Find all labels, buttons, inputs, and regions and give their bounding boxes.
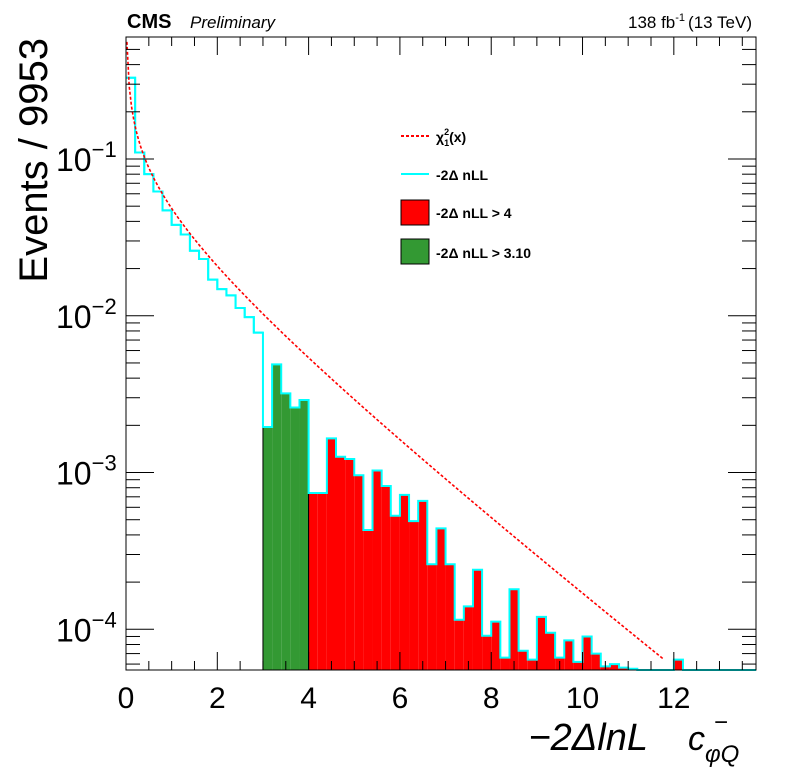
legend-label-nll: -2Δ nLL [436, 167, 489, 183]
legend-label-nll-gt-310: -2Δ nLL > 3.10 [436, 245, 531, 261]
lumi-exponent: -1 [675, 12, 685, 24]
hist-bin-red-8 [381, 486, 391, 670]
x-tick-label: 12 [657, 682, 690, 715]
x-tick-label: 10 [566, 682, 599, 715]
y-axis-label: Events / 9953 [12, 38, 56, 283]
y-tick-base: 10 [56, 456, 92, 492]
hist-bin-red-28 [564, 640, 574, 670]
hist-bin-red-7 [372, 470, 382, 670]
y-tick-exponent: −4 [92, 607, 117, 632]
hist-bin-red-40 [673, 659, 683, 670]
hist-bin-red-9 [390, 515, 400, 670]
hist-bin-red-18 [472, 569, 483, 670]
hist-bin-green-0 [262, 427, 273, 670]
legend-label-nll-gt-4: -2Δ nLL > 4 [436, 205, 512, 221]
hist-bin-red-24 [527, 659, 537, 670]
hist-bin-red-29 [573, 661, 583, 670]
hist-bin-green-2 [281, 393, 291, 670]
hist-bin-red-30 [582, 636, 592, 670]
hist-bin-red-10 [399, 494, 410, 670]
legend-label-chi2: χ12(x) [436, 127, 466, 148]
hist-bin-red-34 [619, 667, 629, 670]
chi2-curve [126, 41, 664, 660]
parameter-superscript: − [714, 709, 728, 736]
hist-bin-red-25 [536, 616, 546, 670]
x-tick-label: 2 [209, 682, 226, 715]
hist-bin-red-6 [363, 529, 373, 670]
hist-bin-red-11 [409, 521, 419, 670]
cms-label: CMS [127, 11, 171, 33]
legend-swatch-nll-gt-310 [400, 238, 430, 265]
y-tick-base: 10 [56, 299, 92, 335]
y-tick-label: 10−2 [56, 294, 117, 335]
y-tick-base: 10 [56, 142, 92, 178]
legend-chi-suffix: (x) [449, 129, 466, 145]
parameter-subscript: φQ [705, 741, 739, 768]
hist-bin-red-16 [454, 619, 464, 670]
hist-bin-red-12 [418, 500, 428, 670]
hist-bin-red-26 [546, 632, 556, 670]
y-tick-base: 10 [56, 612, 92, 648]
hist-bin-green-4 [299, 400, 309, 670]
y-tick-exponent: −3 [92, 451, 117, 476]
x-tick-label: 8 [483, 682, 500, 715]
hist-bin-red-1 [317, 493, 327, 670]
hist-bin-red-33 [609, 664, 620, 670]
y-tick-exponent: −2 [92, 294, 117, 319]
hist-bin-red-5 [354, 475, 364, 670]
hist-bin-red-4 [345, 458, 355, 670]
hist-bin-green-3 [290, 407, 300, 670]
x-tick-label: 4 [300, 682, 317, 715]
hist-bin-red-20 [491, 621, 501, 670]
preliminary-label: Preliminary [190, 13, 277, 32]
energy-value: (13 TeV) [688, 13, 752, 32]
x-tick-label: 6 [392, 682, 409, 715]
legend-chi-sub: 1 [444, 138, 449, 148]
y-tick-exponent: −1 [92, 137, 117, 162]
y-tick-label: 10−1 [56, 137, 117, 178]
legend-chi-symbol: χ [436, 129, 444, 145]
parameter-label: cφQ [688, 720, 739, 768]
hist-bin-red-15 [445, 564, 455, 670]
legend-swatch-nll-gt-4 [400, 199, 430, 226]
hist-bin-red-19 [482, 635, 492, 670]
legend-chi-sup: 2 [444, 127, 449, 137]
hist-bin-red-13 [427, 564, 437, 670]
chart-marks [126, 41, 756, 671]
x-axis-label: −2ΔlnL [528, 717, 648, 759]
lumi-label: 138 fb-1 (13 TeV) [628, 12, 752, 32]
x-tick-label: 0 [118, 682, 135, 715]
hist-bin-red-3 [336, 456, 346, 670]
lumi-value: 138 fb [628, 13, 675, 32]
hist-bin-red-0 [308, 493, 318, 670]
legend: χ12(x) -2Δ nLL -2Δ nLL > 4 -2Δ nLL > 3.1… [400, 127, 531, 265]
plot-frame [125, 36, 757, 671]
hist-bin-red-2 [326, 438, 336, 670]
hist-bin-red-21 [500, 657, 510, 670]
y-tick-label: 10−4 [56, 607, 117, 648]
hist-bin-red-14 [436, 528, 446, 670]
y-tick-label: 10−3 [56, 451, 117, 492]
hist-bin-red-31 [591, 653, 601, 670]
hist-bin-red-22 [509, 589, 519, 670]
hist-bin-green-1 [272, 364, 282, 670]
hist-bin-red-23 [518, 650, 528, 670]
hist-bin-red-17 [463, 606, 473, 670]
parameter-symbol: c [688, 720, 705, 758]
